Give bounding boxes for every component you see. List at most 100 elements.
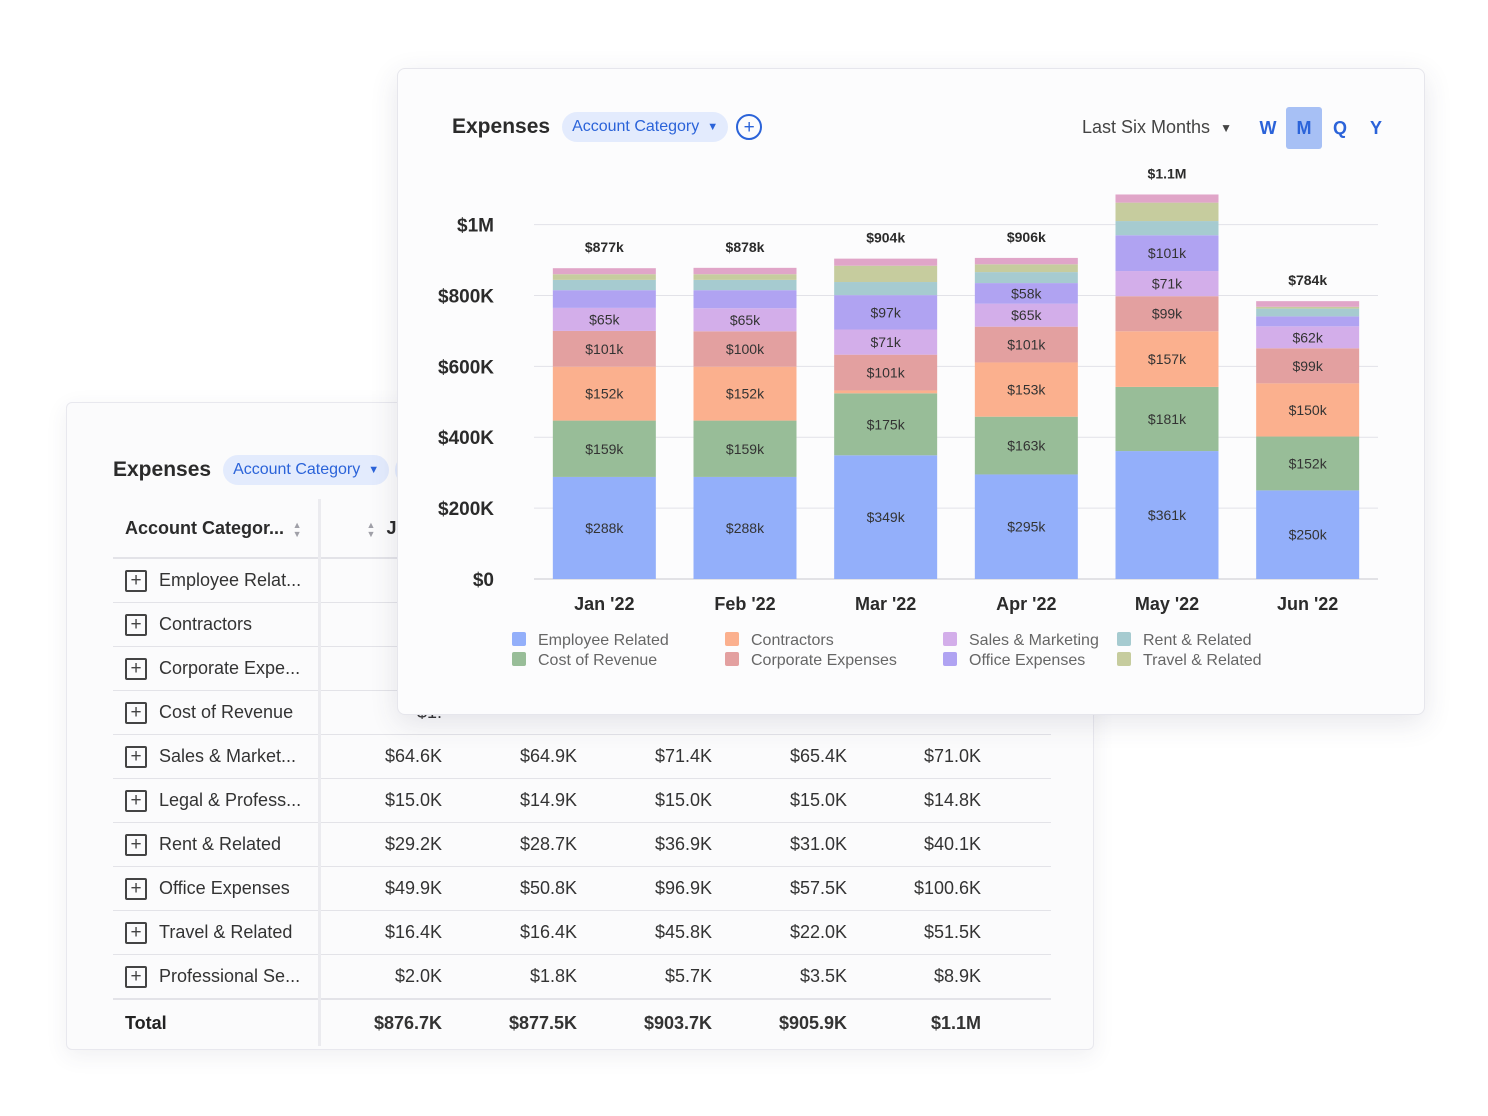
value-cell: $5.7K <box>577 954 712 1000</box>
sort-icon[interactable]: ▲ ▼ <box>366 520 376 539</box>
value-cell: $1.8K <box>442 954 577 1000</box>
account-name: + Rent & Related <box>113 833 316 856</box>
bar-segment <box>974 272 1078 284</box>
bar-segment-label: $288k <box>585 520 624 536</box>
account-name-cell: + Corporate Expe... <box>113 646 321 691</box>
bar-segment <box>1256 301 1360 307</box>
expand-row-icon[interactable]: + <box>125 745 147 768</box>
bar-total-label: $878k <box>726 239 765 255</box>
account-name-label: Contractors <box>159 614 253 634</box>
table-row[interactable]: + Professional Se... $2.0K $1.8K $5.7K $3.5K $… <box>113 954 1051 1000</box>
bar-segment <box>552 476 656 579</box>
total-cell: $1.1M <box>847 998 981 1046</box>
account-category-column-header[interactable]: Account Categor... ▲ ▼ <box>113 499 321 559</box>
table-row[interactable]: + Legal & Profess... $15.0K $14.9K $15.0K $15… <box>113 778 1051 823</box>
granularity-year-button[interactable]: Y <box>1369 117 1382 138</box>
bar-segment-label: $100k <box>726 341 765 357</box>
total-cell: $905.9K <box>712 998 847 1046</box>
bar-segment-label: $97k <box>870 304 901 320</box>
account-name: + Travel & Related <box>113 921 316 944</box>
value-cell: $2.0K <box>319 954 442 1000</box>
bar-segment <box>834 258 938 266</box>
bar-segment <box>1115 296 1219 332</box>
table-row[interactable]: + Rent & Related $29.2K $28.7K $36.9K $31.0K $… <box>113 822 1051 867</box>
bar-segment-label: $71k <box>1152 276 1183 292</box>
chart-card-title: Expenses <box>452 115 551 138</box>
granularity-quarter-button[interactable]: Q <box>1332 117 1347 138</box>
spacer-cell <box>981 910 1051 955</box>
account-name-cell: + Legal & Profess... <box>113 778 321 823</box>
bar-segment-label: $349k <box>867 509 906 525</box>
legend-swatch <box>943 632 957 646</box>
stacked-bar-chart: $0 $200K $400K $600K $800K $1M $288k $159k $152k… <box>438 165 1378 669</box>
value-cell: $31.0K <box>712 822 847 867</box>
legend-item-label: Contractors <box>751 632 834 649</box>
bar-segment-label: $101k <box>1148 245 1187 261</box>
value-cell: $40.1K <box>847 822 981 867</box>
add-grouping-icon[interactable]: + <box>736 114 763 140</box>
account-name-label: Rent & Related <box>159 834 282 854</box>
chart-account-category-pill[interactable]: Account Category ▼ <box>562 112 729 142</box>
bar-segment <box>834 354 938 391</box>
y-tick-label: $200K <box>438 499 494 520</box>
spacer-cell <box>981 734 1051 779</box>
bar-segment-label: $250k <box>1289 527 1328 543</box>
chart-account-category-label: Account Category <box>572 118 700 135</box>
expand-row-icon[interactable]: + <box>125 877 147 900</box>
account-category-header-label: Account Categor... <box>125 517 285 538</box>
table-row[interactable]: + Sales & Market... $64.6K $64.9K $71.4K $65.… <box>113 734 1051 779</box>
date-range-select[interactable]: Last Six Months ▼ <box>1082 117 1232 138</box>
sort-icon[interactable]: ▲ ▼ <box>292 520 302 539</box>
bar-total-label: $1.1M <box>1148 165 1187 181</box>
total-cell: $876.7K <box>319 998 442 1046</box>
bar-segment <box>1256 326 1360 349</box>
bar-segment <box>974 264 1078 273</box>
granularity-week-button[interactable]: W <box>1259 117 1277 138</box>
bar-segment <box>693 267 797 275</box>
legend-item-label: Rent & Related <box>1143 632 1252 649</box>
table-row[interactable]: + Office Expenses $49.9K $50.8K $96.9K $57.5K… <box>113 866 1051 911</box>
bar-segment <box>1256 348 1360 384</box>
table-row[interactable]: + Travel & Related $16.4K $16.4K $45.8K $22.0… <box>113 910 1051 955</box>
value-cell: $50.8K <box>442 866 577 911</box>
value-cell: $45.8K <box>577 910 712 955</box>
bar-segment-label: $295k <box>1007 519 1046 535</box>
bar-segment-label: $65k <box>730 312 761 328</box>
bar-total-label: $877k <box>585 239 624 255</box>
account-name-label: Cost of Revenue <box>159 702 294 722</box>
account-name: + Corporate Expe... <box>113 657 316 680</box>
table-card-title: Expenses <box>113 458 212 481</box>
legend-swatch <box>725 632 739 646</box>
bar-segment-label: $152k <box>585 386 624 402</box>
expand-row-icon[interactable]: + <box>125 789 147 812</box>
bar-segment <box>974 326 1078 363</box>
value-cell: $57.5K <box>712 866 847 911</box>
spacer-cell <box>981 822 1051 867</box>
x-tick-label: Apr '22 <box>996 594 1056 614</box>
bar-segment-label: $150k <box>1289 402 1328 418</box>
expand-row-icon[interactable]: + <box>125 701 147 724</box>
granularity-month-button[interactable]: M <box>1286 107 1322 149</box>
x-tick-label: Jun '22 <box>1277 594 1338 614</box>
bar-segment <box>834 329 938 355</box>
value-cell: $15.0K <box>712 778 847 823</box>
expand-row-icon[interactable]: + <box>125 657 147 680</box>
expand-row-icon[interactable]: + <box>125 965 147 988</box>
expand-row-icon[interactable]: + <box>125 921 147 944</box>
bar-segment <box>552 268 656 275</box>
spacer-cell <box>981 778 1051 823</box>
account-name-cell: + Sales & Market... <box>113 734 321 779</box>
bar-segment-label: $175k <box>867 416 906 432</box>
legend-item-label: Corporate Expenses <box>751 652 897 669</box>
legend-swatch <box>943 652 957 666</box>
bar-segment <box>552 307 656 331</box>
expand-row-icon[interactable]: + <box>125 613 147 636</box>
total-cell: $877.5K <box>442 998 577 1046</box>
bar-total-label: $904k <box>866 230 905 246</box>
value-cell: $49.9K <box>319 866 442 911</box>
account-name-label: Travel & Related <box>159 922 293 942</box>
legend-swatch <box>1117 652 1131 666</box>
expand-row-icon[interactable]: + <box>125 833 147 856</box>
table-account-category-pill[interactable]: Account Category ▼ <box>223 455 390 485</box>
expand-row-icon[interactable]: + <box>125 569 147 592</box>
